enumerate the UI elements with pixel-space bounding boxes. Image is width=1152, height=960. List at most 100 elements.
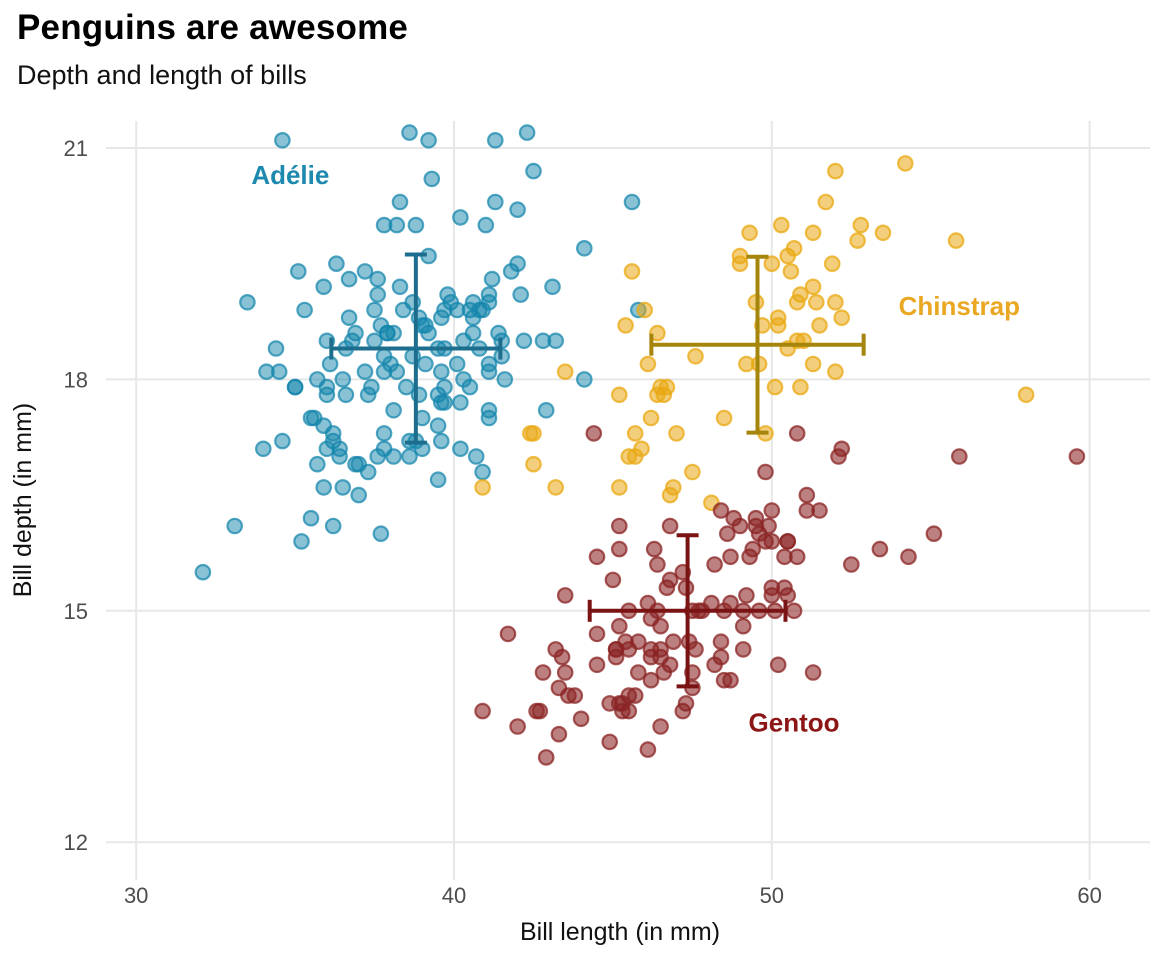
data-point [712,648,730,666]
data-point [785,240,803,257]
data-point [452,440,469,458]
data-point [827,363,844,380]
data-point [1068,448,1086,465]
data-point [366,301,383,319]
data-point [823,255,841,272]
data-point [626,687,644,704]
data-point [474,463,491,481]
data-point [601,695,618,712]
data-point [757,463,774,481]
data-point [652,718,669,735]
data-point [874,224,892,242]
y-axis-title: Bill depth (in mm) [9,403,37,598]
x-tick-label: 30 [124,883,148,908]
data-point [804,278,822,296]
data-point [788,293,806,311]
data-point [610,386,628,404]
data-point [302,509,320,527]
data-point [604,571,622,589]
y-tick-label: 18 [64,367,88,392]
data-point [804,224,822,242]
data-point [486,132,504,149]
error-bars [329,252,866,689]
data-point [375,425,393,442]
data-point [315,417,332,434]
data-point [779,533,796,550]
x-axis-title: Bill length (in mm) [520,918,720,946]
data-point [804,664,822,681]
x-axis-tick-labels: 30 40 50 60 [124,883,1102,908]
data-point [308,455,326,473]
data-point [525,425,542,442]
data-point [642,648,660,666]
data-point [537,401,555,419]
data-point [827,162,844,180]
data-point [610,517,628,535]
data-point [534,664,552,681]
data-point [642,671,660,689]
data-point [483,270,501,288]
data-point [827,293,844,311]
data-point [480,409,498,427]
data-point [623,263,641,280]
data-point [649,556,666,573]
data-point [340,270,358,288]
data-point [455,332,472,350]
data-point [566,687,584,704]
data-point [525,455,542,473]
data-point [588,656,606,674]
data-point [486,193,504,211]
data-point [477,216,495,234]
data-point [356,263,374,280]
data-point [324,432,342,450]
data-point [452,209,469,226]
data-point [661,486,679,504]
data-point [531,702,549,720]
data-point [626,448,644,465]
data-point [649,386,666,404]
chart-subtitle: Depth and length of bills [17,60,307,90]
data-point [610,479,628,496]
data-point [464,293,482,311]
data-point [804,355,822,373]
data-point [429,417,447,434]
data-point [324,517,342,535]
data-point [833,309,850,326]
series-label: Adélie [251,160,329,190]
data-point [626,425,644,442]
data-point [636,301,653,319]
data-point [731,247,749,265]
data-point [378,324,396,342]
data-point [687,347,704,365]
data-point [725,509,742,527]
data-point [293,533,310,550]
data-point [502,263,520,280]
data-point [639,741,657,758]
data-point [452,394,469,411]
data-point [744,540,761,558]
data-point [515,332,533,350]
data-point [722,548,739,566]
data-point [769,317,787,334]
data-point [369,286,386,303]
data-point [315,278,332,296]
data-point [226,517,243,535]
data-point [296,301,313,319]
data-point [779,587,796,604]
data-point [712,502,730,519]
data-point [334,479,352,496]
data-point [369,448,386,465]
data-point [629,664,647,681]
data-point [652,617,669,635]
data-point [350,486,367,504]
gridlines [106,121,1150,880]
data-point [267,340,285,357]
data-point [572,710,590,728]
data-point [550,679,568,697]
data-point [766,378,784,396]
data-point [674,702,692,720]
data-point [1017,386,1035,404]
y-tick-label: 21 [64,136,88,161]
data-point [896,155,914,172]
